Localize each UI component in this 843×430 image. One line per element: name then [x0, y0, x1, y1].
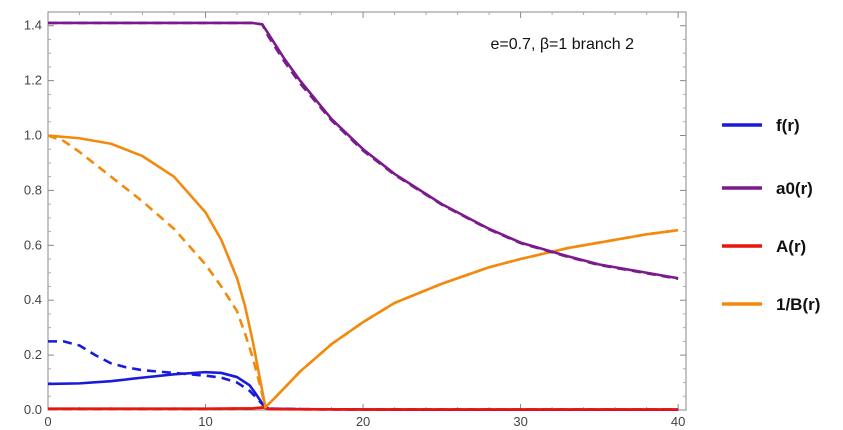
- x-tick-label: 0: [44, 414, 51, 429]
- y-tick-label: 1.0: [24, 128, 42, 143]
- legend-label: f(r): [776, 116, 800, 135]
- x-tick-label: 40: [671, 414, 685, 429]
- series-line-1br-dashed: [47, 134, 679, 409]
- x-tick-label: 20: [356, 414, 370, 429]
- y-tick-label: 1.2: [24, 73, 42, 88]
- x-tick-label: 10: [198, 414, 212, 429]
- series-line-1br-solid: [47, 134, 679, 409]
- y-tick-label: 0.6: [24, 237, 42, 252]
- x-axis-ticks: 0 10 20 30 40: [44, 12, 685, 429]
- x-tick-label: 30: [513, 414, 527, 429]
- plot-frame: [47, 11, 687, 411]
- series-line-a0r-dashed: [48, 21, 679, 281]
- legend-label: a0(r): [776, 179, 813, 198]
- legend: f(r) a0(r) A(r) 1/B(r): [722, 116, 820, 314]
- y-tick-label: 0.2: [24, 347, 42, 362]
- chart-annotation: e=0.7, β=1 branch 2: [490, 36, 634, 53]
- y-tick-label: 0.4: [24, 292, 42, 307]
- y-tick-label: 1.4: [24, 18, 42, 33]
- series-line-ar-dashed: [48, 406, 679, 411]
- series-line-fr-dashed: [48, 340, 679, 412]
- legend-label: 1/B(r): [776, 295, 820, 314]
- y-axis-ticks: 0.0 0.2 0.4 0.6 0.8 1.0 1.2 1.4: [24, 18, 686, 417]
- y-tick-label: 0.0: [24, 402, 42, 417]
- y-tick-label: 0.8: [24, 182, 42, 197]
- legend-label: A(r): [776, 237, 806, 256]
- series-layer: [47, 21, 679, 412]
